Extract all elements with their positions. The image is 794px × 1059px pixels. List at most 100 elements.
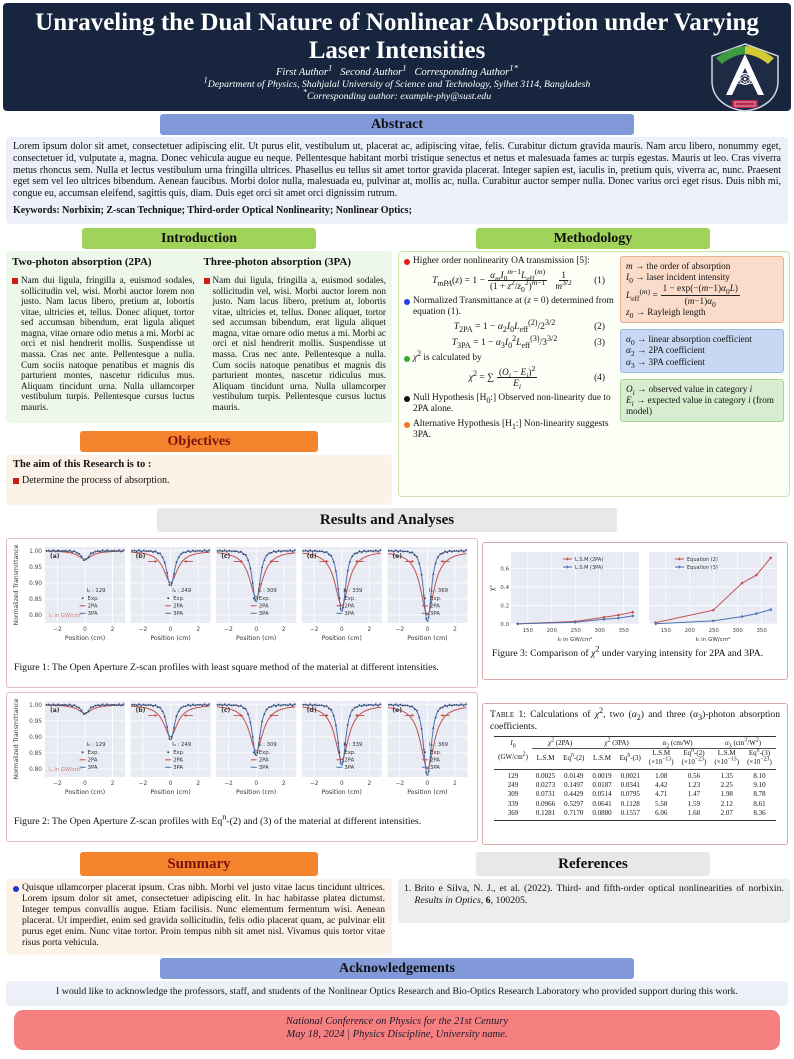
svg-text:2: 2 — [111, 627, 115, 633]
svg-text:0.95: 0.95 — [29, 719, 42, 725]
svg-text:3PA: 3PA — [259, 765, 269, 771]
table-group-header: α2 (cm/W) — [644, 735, 711, 749]
svg-text:Position (cm): Position (cm) — [150, 789, 190, 796]
svg-text:(d): (d) — [307, 553, 317, 560]
table-cell: 8.10 — [753, 772, 766, 781]
svg-text:200: 200 — [547, 628, 558, 634]
svg-text:I₀ : 309: I₀ : 309 — [258, 588, 277, 594]
svg-text:−2: −2 — [139, 781, 148, 787]
svg-text:300: 300 — [595, 628, 606, 634]
table-cell: 0.4429 — [564, 790, 584, 799]
table-cell: 0.0019 — [592, 772, 612, 781]
introduction-body: Two-photon absorption (2PA) Nam dui ligu… — [6, 251, 392, 423]
svg-text:0: 0 — [254, 627, 258, 633]
table-cell: 0.0795 — [620, 790, 640, 799]
svg-text:Equation (3): Equation (3) — [687, 565, 718, 571]
svg-text:0: 0 — [426, 781, 430, 787]
svg-text:2: 2 — [368, 781, 372, 787]
bullet-dot-icon — [404, 259, 410, 265]
svg-text:(e): (e) — [392, 553, 402, 560]
methodology-flow: Higher order nonlinearity OA transmissio… — [404, 256, 615, 492]
acknowledgements-text: I would like to acknowledge the professo… — [56, 986, 738, 997]
svg-text:(a): (a) — [50, 707, 60, 714]
equation-4-number: (4) — [594, 372, 605, 383]
table-sub-header: L.S.M — [588, 748, 616, 771]
table-cell: 8.61 — [753, 799, 766, 808]
svg-text:2PA: 2PA — [173, 604, 183, 610]
table-cell: 0.1281 — [531, 808, 560, 821]
svg-text:Exp.: Exp. — [344, 750, 356, 756]
equation-2: T2PA = 1 − α2I0Leff(2)/23/2 (2) — [453, 318, 605, 335]
svg-text:0.80: 0.80 — [29, 767, 42, 773]
methodology-bullet-2: Normalized Transmittance at (z = 0) dete… — [404, 296, 615, 318]
svg-text:Exp.: Exp. — [344, 596, 356, 602]
svg-text:250: 250 — [709, 628, 720, 634]
figure-1-plot: Normalized Transmittance 1.00 0.95 0.90 0.85… — [9, 542, 475, 660]
svg-text:I₀ : 369: I₀ : 369 — [429, 742, 448, 748]
table-group-header: α3 (cm3/W2) — [710, 735, 776, 749]
reference-1: Brito e Silva, N. J., et al. (2022). Thi… — [414, 883, 784, 906]
methodology-body: Higher order nonlinearity OA transmissio… — [398, 251, 790, 497]
svg-text:2PA: 2PA — [259, 604, 269, 610]
svg-text:2: 2 — [453, 781, 457, 787]
svg-text:Normalized Transmittance: Normalized Transmittance — [13, 544, 20, 625]
svg-text:2PA: 2PA — [344, 604, 354, 610]
footer-line-2: May 18, 2024 | Physics Discipline, Unive… — [286, 1029, 508, 1040]
svg-text:Position (cm): Position (cm) — [407, 789, 447, 796]
svg-text:I₀ : 249: I₀ : 249 — [172, 742, 191, 748]
table-cell: 0.1128 — [620, 799, 640, 808]
table-cell: 8.78 — [753, 790, 766, 799]
svg-text:3PA: 3PA — [173, 611, 183, 617]
svg-text:0: 0 — [83, 627, 87, 633]
svg-text:(d): (d) — [307, 707, 317, 714]
svg-text:2: 2 — [196, 627, 200, 633]
equation-4: χ2 = ∑ (Oi − Ei)2 Ei (4) — [468, 364, 605, 392]
svg-text:300: 300 — [733, 628, 744, 634]
table-row: 249 0.0273 0.1497 0.0187 0.0341 4.42 1.23 2.25 9… — [494, 781, 776, 790]
methodology-bullet-3: χ2 is calculated by — [404, 350, 615, 364]
table-cell: 0.0273 — [535, 781, 556, 790]
abstract-body: Lorem ipsum dolor sit amet, consectetuer… — [6, 137, 788, 224]
svg-text:Exp.: Exp. — [259, 596, 271, 602]
svg-text:(c): (c) — [221, 553, 230, 560]
methodology-header: Methodology — [476, 228, 710, 249]
svg-text:3PA: 3PA — [88, 611, 98, 617]
svg-text:2PA: 2PA — [88, 604, 98, 610]
svg-text:2PA: 2PA — [344, 758, 354, 764]
svg-text:3PA: 3PA — [344, 611, 354, 617]
table-cell: 0.56 — [687, 772, 701, 781]
results-header: Results and Analyses — [157, 508, 617, 532]
svg-text:I₀ in GW/cm²: I₀ in GW/cm² — [557, 636, 592, 643]
equation-1-number: (1) — [594, 275, 605, 286]
methodology-sideboxes: m → the order of absorption I0 → laser i… — [620, 256, 784, 492]
svg-text:I₀ : 339: I₀ : 339 — [343, 588, 362, 594]
svg-text:Exp.: Exp. — [430, 596, 442, 602]
svg-text:150: 150 — [661, 628, 672, 634]
svg-text:3PA: 3PA — [430, 765, 440, 771]
acknowledgements-header: Acknowledgements — [160, 958, 634, 979]
table-group-header: χ2 (3PA) — [588, 735, 645, 750]
svg-text:2: 2 — [368, 627, 372, 633]
svg-text:Exp.: Exp. — [88, 596, 100, 602]
svg-text:(b): (b) — [136, 553, 146, 560]
table-cell: 1.47 — [687, 790, 701, 799]
table-1-box: Table 1: Calculations of χ2, two (α2) an… — [482, 703, 788, 845]
figure-3-caption: Figure 3: Comparison of χ2 under varying… — [492, 644, 764, 659]
svg-text:Position (cm): Position (cm) — [322, 635, 362, 642]
table-row: 129 0.0025 0.0149 0.0019 0.0021 1.08 0.56 1.35 8… — [494, 770, 776, 782]
table-cell: 5.58 — [655, 799, 668, 808]
reference-number: 1. — [404, 883, 412, 894]
table-cell: 339 — [507, 799, 519, 808]
svg-text:I₀ : 339: I₀ : 339 — [343, 742, 362, 748]
references-header: References — [476, 852, 710, 876]
figure-3-box: χ² 0.0 0.2 0.4 0.6 L.S.M (2PA) L.S.M (3PA) 150 2… — [482, 542, 788, 680]
table-cell: 1.59 — [687, 799, 701, 808]
bullet-square-icon — [203, 278, 210, 284]
svg-text:0.0: 0.0 — [500, 622, 509, 628]
table-cell: 1.98 — [720, 790, 733, 799]
methodology-bullet-4: Null Hypothesis [H0:] Observed non-linea… — [404, 393, 615, 415]
equation-2-number: (2) — [594, 321, 605, 332]
svg-text:1.00: 1.00 — [29, 549, 42, 555]
svg-text:2: 2 — [196, 781, 200, 787]
svg-text:Position (cm): Position (cm) — [236, 635, 276, 642]
